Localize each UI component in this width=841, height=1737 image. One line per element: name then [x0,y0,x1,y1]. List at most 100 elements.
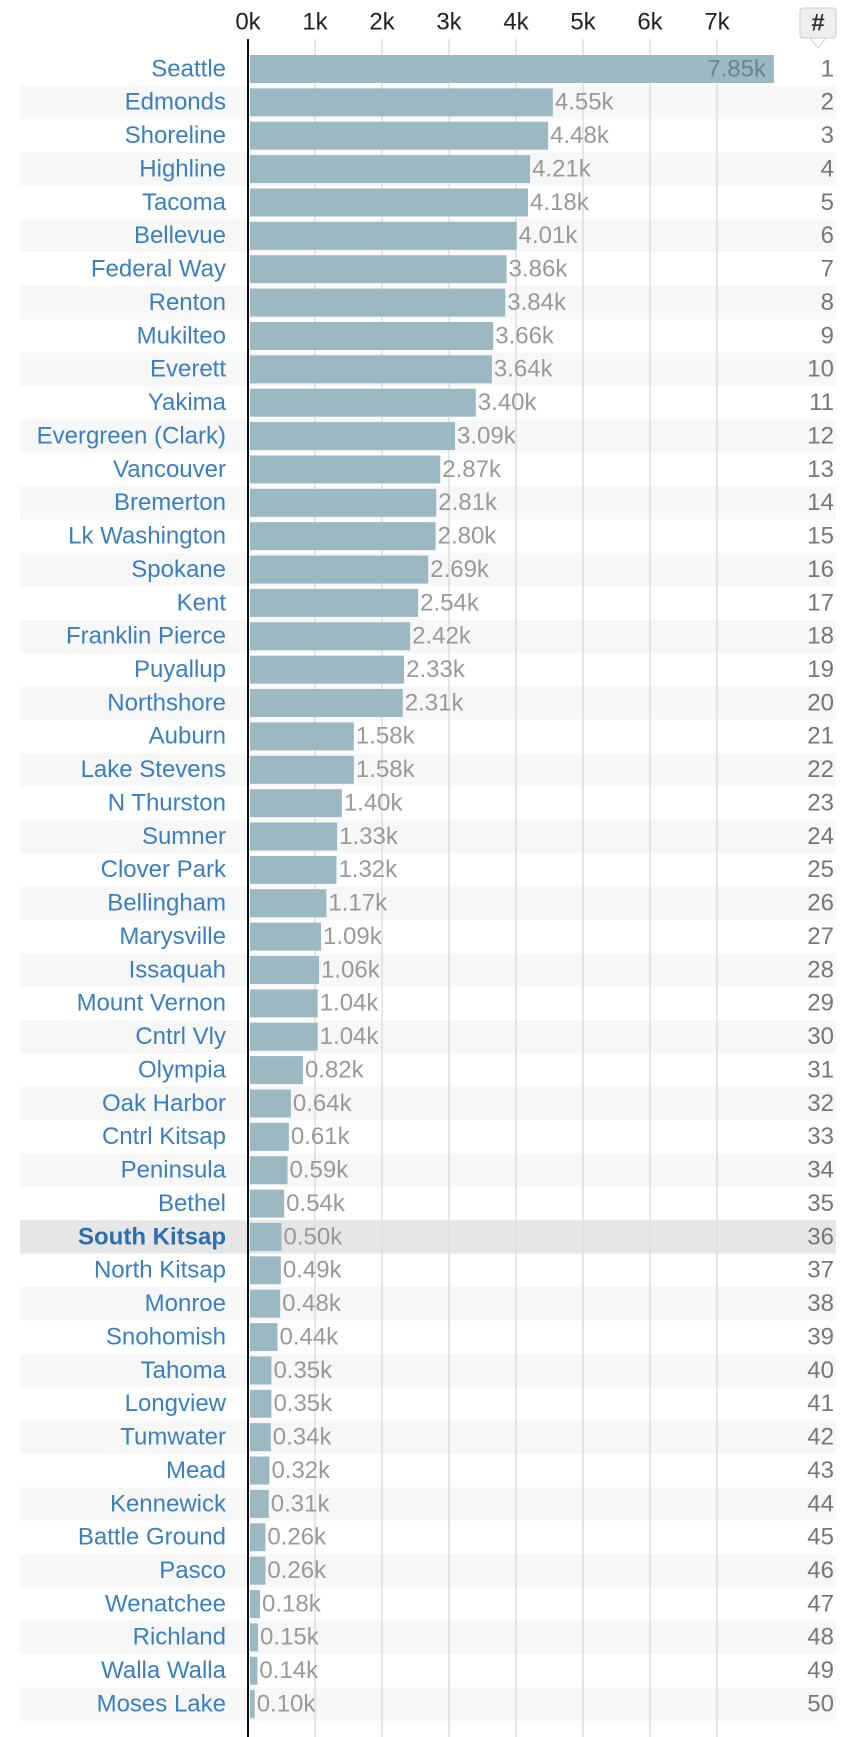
bar [250,1122,289,1151]
category-label: Olympia [138,1056,227,1083]
value-label: 0.50k [284,1223,344,1250]
value-label: 2.69k [430,556,490,583]
row-band [20,1620,836,1655]
rank: 10 [807,356,834,383]
rank: 40 [807,1357,834,1384]
category-label: Longview [125,1390,227,1417]
rank: 14 [807,489,834,516]
category-label: Bellevue [134,222,226,249]
rank: 18 [807,623,834,650]
value-label: 4.21k [532,155,592,182]
category-label: Mead [166,1457,226,1484]
bar [250,889,327,918]
value-label: 7.85k [707,55,767,82]
value-label: 3.84k [507,289,567,316]
rank: 36 [807,1223,834,1250]
category-label: Kennewick [110,1490,227,1517]
rank: 6 [821,222,834,249]
rank: 21 [807,723,834,750]
rank: 31 [807,1056,834,1083]
category-label: Renton [149,289,226,316]
bar [250,655,405,684]
category-label: North Kitsap [94,1257,226,1284]
rank: 48 [807,1624,834,1651]
category-label: Snohomish [106,1323,226,1350]
rank: 45 [807,1524,834,1551]
bar [250,1089,291,1118]
category-label: Federal Way [91,256,226,283]
category-label: Kent [177,589,227,616]
value-label: 3.09k [457,422,517,449]
category-label: Mount Vernon [77,990,226,1017]
category-label: Franklin Pierce [66,623,226,650]
x-tick-label: 2k [369,8,395,35]
rank: 32 [807,1090,834,1117]
rank: 46 [807,1557,834,1584]
value-label: 0.26k [267,1524,327,1551]
sort-indicator [808,37,828,49]
bar [250,1256,281,1285]
category-label: Bellingham [107,890,226,917]
rank: 26 [807,890,834,917]
value-label: 0.15k [260,1624,320,1651]
value-label: 2.54k [420,589,480,616]
bar [250,1489,269,1518]
bar [250,1323,278,1352]
value-label: 1.17k [328,890,388,917]
category-label: Edmonds [125,89,226,116]
x-tick-label: 1k [302,8,328,35]
rank: 30 [807,1023,834,1050]
bar [250,855,337,884]
rank: 50 [807,1690,834,1717]
bar [250,121,549,150]
bar [250,689,403,718]
x-tick-label: 4k [503,8,529,35]
category-label: Wenatchee [105,1590,226,1617]
bar [250,1456,270,1485]
row-band [20,1287,836,1321]
category-label: Bremerton [114,489,226,516]
value-label: 0.10k [257,1690,317,1717]
category-label: Spokane [131,556,226,583]
rank: 27 [807,923,834,950]
value-label: 1.06k [321,956,381,983]
bar [250,1356,272,1385]
row-band [20,1420,836,1454]
rank: 34 [807,1157,834,1184]
value-label: 1.40k [344,789,404,816]
row-band [20,1687,836,1721]
category-label: Pasco [159,1557,226,1584]
rank: 37 [807,1257,834,1284]
bar [250,822,338,851]
row-band [20,953,836,987]
value-label: 0.26k [267,1557,327,1584]
value-label: 2.87k [442,456,502,483]
category-label: Tumwater [120,1424,226,1451]
bar [250,1222,282,1251]
value-label: 4.55k [555,89,615,116]
highlight-band [20,1220,836,1254]
rank: 24 [807,823,834,850]
rank: 7 [821,256,834,283]
rank: 3 [821,122,834,149]
rank: 2 [821,89,834,116]
row-band [20,886,836,920]
category-label: Lake Stevens [81,756,226,783]
value-label: 0.44k [279,1323,339,1350]
bar [250,1623,259,1652]
category-label: Northshore [107,689,226,716]
bar [250,1523,266,1552]
bar [250,321,494,350]
rank: 28 [807,956,834,983]
category-label: Yakima [148,389,227,416]
row-band [20,1086,836,1121]
rank: 8 [821,289,834,316]
category-label: Highline [139,155,226,182]
bar [250,1656,258,1685]
value-label: 3.86k [509,256,569,283]
rank: 9 [821,322,834,349]
bar [250,522,436,551]
category-label: Walla Walla [101,1657,227,1684]
value-label: 0.64k [293,1090,353,1117]
value-label: 2.31k [405,689,465,716]
